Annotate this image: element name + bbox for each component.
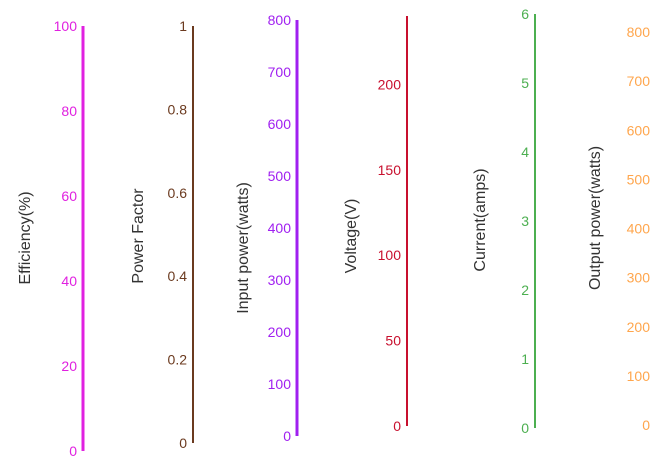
tick-label: 0 <box>179 435 187 451</box>
tick-label: 800 <box>627 24 651 40</box>
tick-label: 150 <box>378 162 402 178</box>
axis-group-3: 0 50 100 150 200 Voltage(V) <box>343 16 408 434</box>
tick-label: 300 <box>268 272 292 288</box>
tick-label: 80 <box>61 103 77 119</box>
axis-title: Input power(watts) <box>235 182 252 314</box>
tick-label: 0 <box>642 417 650 433</box>
axis-title: Power Factor <box>130 188 147 284</box>
tick-label: 1 <box>521 351 529 367</box>
tick-label: 4 <box>521 144 529 160</box>
tick-label: 200 <box>268 324 292 340</box>
axis-title: Current(amps) <box>472 168 489 271</box>
tick-label: 600 <box>627 122 651 138</box>
tick-label: 0.4 <box>168 268 188 284</box>
tick-label: 200 <box>378 76 402 92</box>
tick-label: 500 <box>268 168 292 184</box>
axis-group-1: 0 0.2 0.4 0.6 0.8 1 Power Factor <box>130 18 194 451</box>
axis-group-0: 0 20 40 60 80 100 Efficiency(%) <box>17 18 85 458</box>
tick-label: 100 <box>54 18 78 34</box>
tick-label: 0 <box>521 420 529 436</box>
tick-label: 6 <box>521 6 529 22</box>
axis-title: Voltage(V) <box>343 199 360 274</box>
tick-label: 0 <box>393 418 401 434</box>
tick-label: 40 <box>61 273 77 289</box>
tick-label: 0.2 <box>168 352 188 368</box>
tick-label: 0 <box>69 443 77 458</box>
tick-label: 50 <box>385 333 401 349</box>
tick-label: 100 <box>627 368 651 384</box>
tick-label: 600 <box>268 116 292 132</box>
tick-label: 500 <box>627 171 651 187</box>
tick-label: 60 <box>61 188 77 204</box>
tick-label: 200 <box>627 319 651 335</box>
tick-label: 100 <box>268 376 292 392</box>
tick-label: 2 <box>521 282 529 298</box>
tick-label: 0.8 <box>168 101 188 117</box>
tick-label: 0.6 <box>168 185 188 201</box>
tick-label: 5 <box>521 75 529 91</box>
axis-group-2: 0 100 200 300 400 500 600 700 800 Input power(wat… <box>235 12 299 444</box>
axis-title: Output power(watts) <box>587 146 604 290</box>
tick-label: 700 <box>627 73 651 89</box>
axis-group-4: 0 1 2 3 4 5 6 Current(amps) <box>472 6 536 436</box>
tick-label: 800 <box>268 12 292 28</box>
tick-label: 400 <box>268 220 292 236</box>
axis-title: Efficiency(%) <box>17 191 34 284</box>
tick-label: 0 <box>283 428 291 444</box>
axis-group-5: 0 100 200 300 400 500 600 700 800 Output power(wa… <box>587 24 650 433</box>
tick-label: 20 <box>61 358 77 374</box>
tick-label: 1 <box>179 18 187 34</box>
tick-label: 700 <box>268 64 292 80</box>
tick-label: 3 <box>521 213 529 229</box>
tick-label: 100 <box>378 247 402 263</box>
tick-label: 400 <box>627 221 651 237</box>
tick-label: 300 <box>627 270 651 286</box>
